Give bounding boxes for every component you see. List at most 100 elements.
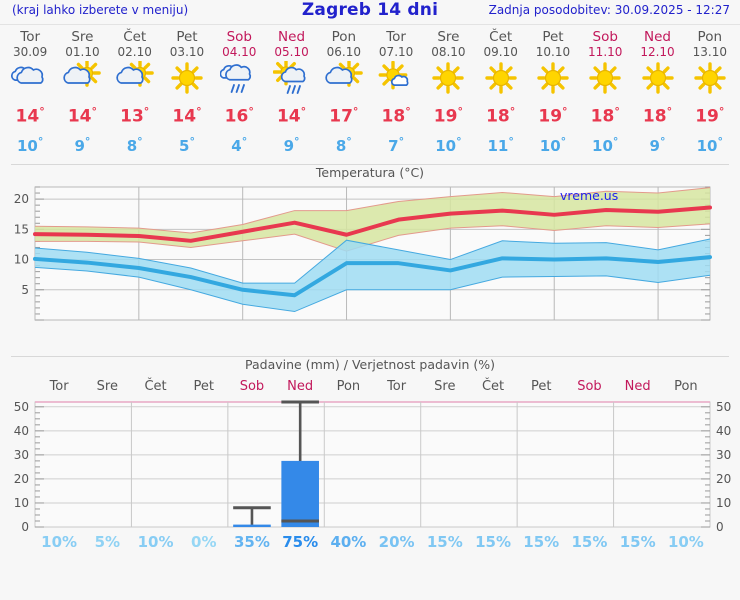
day-column[interactable]: Pon 13.10 19° 10° xyxy=(684,25,736,158)
precip-probability: 35% xyxy=(234,533,270,551)
precip-y-tick-left: 50 xyxy=(14,399,29,413)
temp-min: 9° xyxy=(649,134,666,155)
temp-max: 13° xyxy=(120,105,150,127)
day-column[interactable]: Sre 08.10 19° 10° xyxy=(422,25,474,158)
temp-range-band xyxy=(35,187,710,251)
menu-hint-text: (kraj lahko izberete v meniju) xyxy=(12,3,189,17)
precip-day-label: Čet xyxy=(482,378,504,394)
precip-probability: 0% xyxy=(191,533,216,551)
day-of-week: Sre xyxy=(437,29,460,45)
temp-y-tick: 15 xyxy=(14,222,29,236)
day-column[interactable]: Ned 12.10 18° 9° xyxy=(631,25,683,158)
precip-probability: 15% xyxy=(523,533,559,551)
precip-day-label: Tor xyxy=(49,379,70,394)
day-date: 04.10 xyxy=(222,45,257,59)
precip-day-label: Pon xyxy=(337,379,361,394)
page-title: Zagreb 14 dni xyxy=(301,0,439,20)
precip-probability: 15% xyxy=(620,533,656,551)
section-divider xyxy=(11,163,729,165)
day-date: 09.10 xyxy=(483,45,518,59)
precip-probability: 5% xyxy=(95,533,120,551)
precip-plot-area xyxy=(34,401,711,528)
header-divider xyxy=(0,24,740,25)
day-column[interactable]: Sob 04.10 16° 4° xyxy=(213,25,265,158)
precip-y-tick-right: 50 xyxy=(716,399,731,413)
day-date: 03.10 xyxy=(169,45,205,59)
temp-max: 18° xyxy=(381,105,411,127)
sunny-icon xyxy=(161,59,213,99)
day-of-week: Sob xyxy=(592,29,618,45)
precip-y-tick-left: 40 xyxy=(14,424,29,438)
temperature-chart: Temperatura (°C) 5 10 15 20 vreme.us xyxy=(0,165,740,350)
temp-max: 14° xyxy=(67,105,97,127)
temp-y-tick: 20 xyxy=(14,192,29,206)
temp-y-tick: 5 xyxy=(21,282,29,296)
day-column[interactable]: Ned 05.10 14° 9° xyxy=(265,25,317,158)
temp-series-line xyxy=(33,205,712,243)
day-column[interactable]: Tor 30.09 14° 10° xyxy=(4,25,56,158)
watermark: vreme.us xyxy=(560,188,618,203)
precip-day-label: Pet xyxy=(194,379,214,394)
day-date: 10.10 xyxy=(535,45,571,59)
temp-min: 9° xyxy=(283,134,300,155)
precip-y-tick-left: 20 xyxy=(14,472,29,486)
precip-day-label: Sre xyxy=(97,379,118,394)
day-column[interactable]: Čet 09.10 18° 11° xyxy=(475,25,527,158)
precip-bar[interactable] xyxy=(233,524,271,527)
day-column[interactable]: Tor 07.10 18° 7° xyxy=(370,25,422,158)
day-date: 12.10 xyxy=(640,45,675,59)
temp-min: 5° xyxy=(179,134,195,155)
cloudy-icon xyxy=(4,59,56,99)
temp-series-line xyxy=(33,254,712,297)
partly-sunny-icon xyxy=(109,59,161,99)
sun-cloud-icon xyxy=(370,59,422,99)
day-of-week: Pon xyxy=(697,29,723,45)
day-column[interactable]: Pet 03.10 14° 5° xyxy=(161,25,213,158)
precip-probability: 10% xyxy=(668,533,704,551)
day-column[interactable]: Pon 06.10 17° 8° xyxy=(318,25,370,158)
forecast-day-strip: Tor 30.09 14° 10° Sre 01.10 14° 9° Čet 02.10 13° 8°… xyxy=(0,25,740,158)
sunny-icon xyxy=(579,59,631,99)
day-column[interactable]: Sre 01.10 14° 9° xyxy=(56,25,108,158)
day-column[interactable]: Sob 11.10 18° 10° xyxy=(579,25,631,158)
sunny-icon xyxy=(684,59,736,99)
day-of-week: Sre xyxy=(71,29,94,45)
day-of-week: Pet xyxy=(176,29,198,45)
day-of-week: Tor xyxy=(20,29,41,45)
precip-probability: 10% xyxy=(138,533,174,551)
sunny-icon xyxy=(475,59,527,99)
temp-max: 18° xyxy=(642,105,673,127)
precip-day-label: Pet xyxy=(531,379,551,394)
precip-chart-title: Padavine (mm) / Verjetnost padavin (%) xyxy=(245,357,495,372)
day-date: 01.10 xyxy=(65,45,100,59)
precip-day-label: Sob xyxy=(240,379,264,394)
temp-min: 10° xyxy=(592,134,619,155)
precip-y-tick-right: 30 xyxy=(716,448,731,462)
precip-day-label: Tor xyxy=(386,379,407,394)
precip-y-tick-right: 20 xyxy=(716,472,731,486)
precip-day-label: Sob xyxy=(577,379,601,394)
temp-min: 4° xyxy=(231,134,248,155)
day-of-week: Pet xyxy=(542,29,564,45)
precip-bar[interactable] xyxy=(281,460,319,527)
temp-chart-title: Temperatura (°C) xyxy=(315,165,424,180)
temp-max: 19° xyxy=(433,105,463,127)
last-update-text: Zadnja posodobitev: 30.09.2025 - 12:27 xyxy=(488,3,730,17)
temp-min: 11° xyxy=(487,134,514,155)
temp-min: 10° xyxy=(16,134,44,155)
temp-band-edge xyxy=(35,223,711,252)
day-of-week: Sob xyxy=(226,29,252,45)
day-column[interactable]: Pet 10.10 19° 10° xyxy=(527,25,579,158)
day-column[interactable]: Čet 02.10 13° 8° xyxy=(109,25,161,158)
day-of-week: Pon xyxy=(331,29,357,45)
temp-min: 8° xyxy=(335,134,352,155)
sunny-icon xyxy=(422,59,474,99)
partly-sunny-icon xyxy=(56,59,108,99)
precip-day-label: Ned xyxy=(287,379,313,394)
day-date: 02.10 xyxy=(117,45,152,59)
day-date: 08.10 xyxy=(431,45,466,59)
precip-probability: 75% xyxy=(282,533,318,551)
temp-min: 10° xyxy=(435,134,462,155)
precip-y-tick-right: 40 xyxy=(716,424,731,438)
day-of-week: Čet xyxy=(489,29,513,45)
